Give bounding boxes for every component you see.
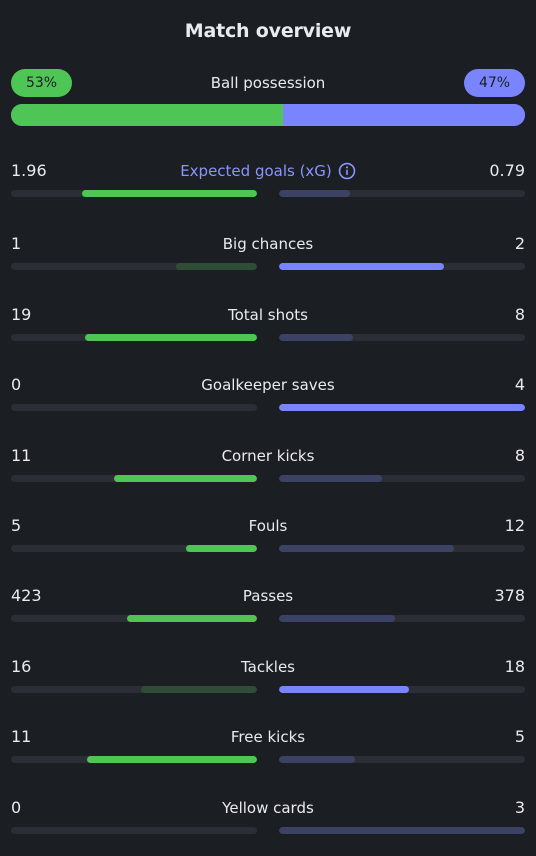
possession-bar [11, 104, 525, 126]
away-value: 18 [504, 657, 525, 676]
info-icon[interactable] [338, 162, 356, 180]
away-stat-bar-fill [279, 190, 351, 197]
stat-label-text: Free kicks [230, 728, 306, 746]
home-stat-bar [11, 404, 257, 411]
stat-row-corner-kicks: 11 Corner kicks 8 [11, 445, 525, 482]
stat-label-text: Expected goals (xG) [180, 162, 332, 180]
possession-bar-away [283, 104, 525, 126]
away-stat-bar-fill [279, 827, 525, 834]
away-stat-bar [279, 475, 525, 482]
home-value: 5 [11, 516, 22, 535]
away-value: 8 [514, 446, 525, 465]
away-value: 0.79 [489, 161, 525, 180]
away-value: 378 [494, 586, 525, 605]
home-stat-bar [11, 545, 257, 552]
away-stat-bar-fill [279, 263, 444, 270]
stat-label-text: Yellow cards [222, 799, 314, 817]
home-stat-bar-fill [82, 190, 257, 197]
away-value: 12 [504, 516, 525, 535]
away-value: 4 [514, 375, 525, 394]
stat-label-text: Total shots [228, 306, 308, 324]
stat-label-text: Big chances [222, 235, 314, 253]
stat-row-big-chances: 1 Big chances 2 [11, 233, 525, 270]
home-value: 423 [11, 586, 42, 605]
stat-label-text: Passes [242, 587, 294, 605]
away-stat-bar [279, 190, 525, 197]
stat-row-expected-goals-xg: 1.96 Expected goals (xG) 0.79 [11, 160, 525, 197]
away-value: 5 [514, 727, 525, 746]
stat-label-text: Corner kicks [221, 447, 315, 465]
away-stat-bar-fill [279, 404, 525, 411]
home-stat-bar [11, 686, 257, 693]
stat-label: Yellow cards [11, 797, 525, 819]
stat-label: Total shots [11, 304, 525, 326]
stat-label[interactable]: Expected goals (xG) [11, 160, 525, 182]
stat-label-text: Fouls [248, 517, 288, 535]
away-value: 2 [514, 234, 525, 253]
home-value: 16 [11, 657, 32, 676]
away-stat-bar-fill [279, 545, 454, 552]
stat-label: Free kicks [11, 726, 525, 748]
away-value: 3 [514, 798, 525, 817]
home-value: 11 [11, 446, 32, 465]
stat-row-fouls: 5 Fouls 12 [11, 515, 525, 552]
stat-label: Goalkeeper saves [11, 374, 525, 396]
home-value: 1 [11, 234, 22, 253]
away-stat-bar [279, 334, 525, 341]
home-stat-bar [11, 615, 257, 622]
page-title: Match overview [184, 20, 352, 42]
away-stat-bar [279, 263, 525, 270]
home-stat-bar-fill [141, 686, 257, 693]
home-stat-bar-fill [185, 545, 257, 552]
stat-row-passes: 423 Passes 378 [11, 585, 525, 622]
home-stat-bar [11, 827, 257, 834]
stat-label: Corner kicks [11, 445, 525, 467]
home-possession-badge: 53% [11, 69, 72, 97]
stat-label: Tackles [11, 656, 525, 678]
away-value: 8 [514, 305, 525, 324]
stat-label-text: Tackles [240, 658, 296, 676]
away-stat-bar [279, 615, 525, 622]
home-stat-bar [11, 263, 257, 270]
home-value: 1.96 [11, 161, 47, 180]
away-stat-bar-fill [279, 615, 395, 622]
stat-row-tackles: 16 Tackles 18 [11, 656, 525, 693]
home-stat-bar-fill [175, 263, 257, 270]
home-value: 0 [11, 798, 22, 817]
stat-row-yellow-cards: 0 Yellow cards 3 [11, 797, 525, 834]
home-stat-bar [11, 190, 257, 197]
home-value: 0 [11, 375, 22, 394]
home-stat-bar-fill [126, 615, 257, 622]
away-stat-bar-fill [279, 475, 383, 482]
home-stat-bar [11, 756, 257, 763]
stat-label: Big chances [11, 233, 525, 255]
away-stat-bar [279, 756, 525, 763]
home-value: 19 [11, 305, 32, 324]
stat-label: Passes [11, 585, 525, 607]
possession-header: 53% Ball possession 47% [11, 69, 525, 97]
away-stat-bar-fill [279, 686, 410, 693]
home-stat-bar [11, 334, 257, 341]
away-stat-bar [279, 404, 525, 411]
home-stat-bar-fill [114, 475, 257, 482]
stat-row-free-kicks: 11 Free kicks 5 [11, 726, 525, 763]
away-stat-bar-fill [279, 334, 353, 341]
home-stat-bar-fill [87, 756, 257, 763]
possession-label: Ball possession [210, 74, 326, 92]
away-stat-bar [279, 686, 525, 693]
home-stat-bar [11, 475, 257, 482]
stat-row-total-shots: 19 Total shots 8 [11, 304, 525, 341]
away-stat-bar [279, 827, 525, 834]
home-stat-bar-fill [84, 334, 257, 341]
stat-label-text: Goalkeeper saves [201, 376, 335, 394]
home-value: 11 [11, 727, 32, 746]
possession-bar-home [11, 104, 284, 126]
away-stat-bar [279, 545, 525, 552]
away-possession-badge: 47% [464, 69, 525, 97]
away-stat-bar-fill [279, 756, 356, 763]
stat-row-goalkeeper-saves: 0 Goalkeeper saves 4 [11, 374, 525, 411]
stat-label: Fouls [11, 515, 525, 537]
